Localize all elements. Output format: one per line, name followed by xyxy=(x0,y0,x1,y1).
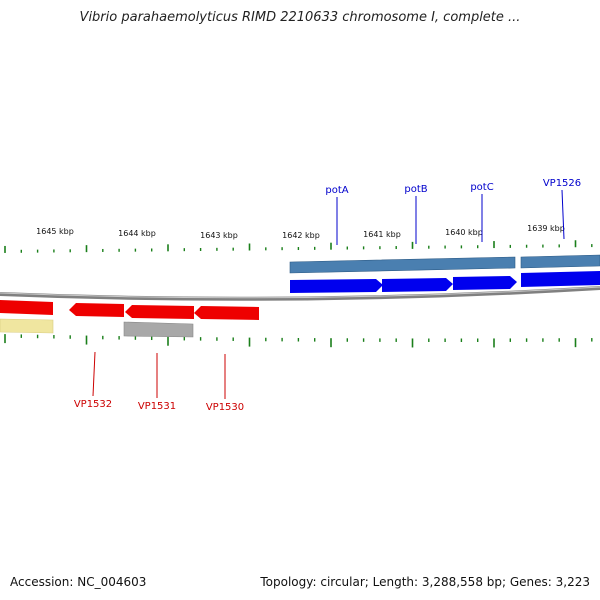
gene-VP1531[interactable] xyxy=(125,305,194,319)
accession-text: Accession: NC_004603 xyxy=(10,575,147,589)
tick-label: 1640 kbp xyxy=(445,228,483,237)
gene-labels: potA potB potC VP1526 VP1532 VP1531 VP1530 xyxy=(74,178,581,413)
gene-potC[interactable] xyxy=(453,276,517,290)
gene-VP1533[interactable] xyxy=(0,300,53,315)
gene-VP1530[interactable] xyxy=(194,306,259,320)
feature-potA-potC[interactable] xyxy=(289,256,516,274)
gene-label-potB[interactable]: potB xyxy=(404,184,427,195)
gene-label-potC[interactable]: potC xyxy=(470,182,493,193)
gene-leader-line xyxy=(92,351,96,397)
genome-summary-text: Topology: circular; Length: 3,288,558 bp… xyxy=(260,575,590,589)
forward-feature-track xyxy=(289,254,600,274)
tick-label: 1639 kbp xyxy=(527,224,565,233)
tick-label: 1644 kbp xyxy=(118,229,156,238)
gene-label-VP1531[interactable]: VP1531 xyxy=(138,401,176,412)
tick-labels: 1645 kbp 1644 kbp 1643 kbp 1642 kbp 1641 kbp… xyxy=(36,224,565,240)
gene-leader-line xyxy=(561,189,565,240)
feature-VP1526[interactable] xyxy=(520,254,600,269)
tick-label: 1643 kbp xyxy=(200,231,238,240)
tick-label: 1641 kbp xyxy=(363,230,401,239)
chromosome-backbone xyxy=(0,286,600,301)
tick-marks xyxy=(4,240,593,348)
feature-VP1531-grey[interactable] xyxy=(123,321,194,338)
reverse-feature-track xyxy=(0,318,194,338)
gene-VP1532[interactable] xyxy=(69,303,124,317)
map-title: Vibrio parahaemolyticus RIMD 2210633 chr… xyxy=(79,10,521,25)
gene-label-VP1526[interactable]: VP1526 xyxy=(543,178,581,189)
gene-potA[interactable] xyxy=(290,279,383,293)
gene-VP1526[interactable] xyxy=(521,271,600,287)
gene-label-potA[interactable]: potA xyxy=(325,185,348,196)
gene-potB[interactable] xyxy=(382,278,453,292)
forward-gene-track xyxy=(290,271,600,293)
tick-label: 1642 kbp xyxy=(282,231,320,240)
reverse-gene-track xyxy=(0,300,259,320)
gene-label-VP1532[interactable]: VP1532 xyxy=(74,399,112,410)
feature-yellow[interactable] xyxy=(0,318,54,334)
gene-label-VP1530[interactable]: VP1530 xyxy=(206,402,244,413)
tick-label: 1645 kbp xyxy=(36,227,74,236)
